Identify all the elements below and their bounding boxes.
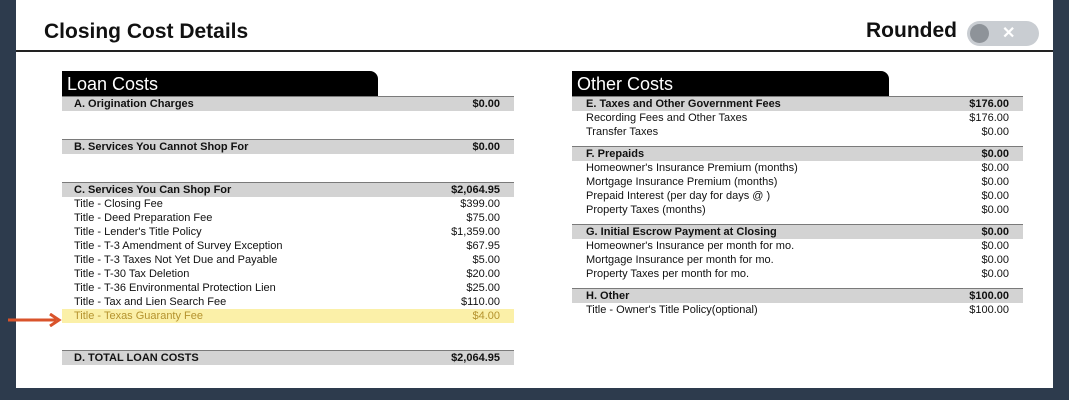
- table-row: Homeowner's Insurance Premium (months) $…: [572, 161, 1023, 175]
- panel-header: Closing Cost Details Rounded ✕: [16, 0, 1053, 52]
- row-value: $2,064.95: [451, 184, 500, 196]
- table-row: Property Taxes (months) $0.00: [572, 203, 1023, 217]
- row-label: Property Taxes per month for mo.: [586, 268, 750, 280]
- other-costs-title: Other Costs: [572, 71, 889, 96]
- row-label: Title - T-30 Tax Deletion: [74, 268, 190, 280]
- row-value: $0.00: [472, 98, 500, 110]
- row-value: $5.00: [472, 254, 500, 266]
- table-row: Mortgage Insurance Premium (months) $0.0…: [572, 175, 1023, 189]
- other-header: H. Other $100.00: [572, 288, 1023, 303]
- table-row: Prepaid Interest (per day for days @ ) $…: [572, 189, 1023, 203]
- row-label: E. Taxes and Other Government Fees: [586, 98, 781, 110]
- row-label: Title - Texas Guaranty Fee: [74, 310, 203, 322]
- table-row: Title - T-30 Tax Deletion $20.00: [62, 267, 514, 281]
- row-label: Mortgage Insurance per month for mo.: [586, 254, 774, 266]
- table-row: Property Taxes per month for mo. $0.00: [572, 267, 1023, 281]
- arrow-right-icon: [8, 313, 62, 327]
- row-label: Title - Lender's Title Policy: [74, 226, 202, 238]
- row-label: Transfer Taxes: [586, 126, 659, 138]
- row-value: $100.00: [969, 304, 1009, 316]
- row-value: $100.00: [969, 290, 1009, 302]
- row-label: Title - T-36 Environmental Protection Li…: [74, 282, 276, 294]
- row-value: $0.00: [981, 148, 1009, 160]
- row-label: Title - Tax and Lien Search Fee: [74, 296, 227, 308]
- total-loan-costs-header: D. TOTAL LOAN COSTS $2,064.95: [62, 350, 514, 365]
- closing-cost-panel: Closing Cost Details Rounded ✕ Loan Cost…: [16, 0, 1053, 388]
- row-value: $25.00: [466, 282, 500, 294]
- table-row: Title - Tax and Lien Search Fee $110.00: [62, 295, 514, 309]
- row-value: $0.00: [472, 141, 500, 153]
- row-label: B. Services You Cannot Shop For: [74, 141, 249, 153]
- loan-costs-title: Loan Costs: [62, 71, 378, 96]
- row-value: $0.00: [981, 190, 1009, 202]
- row-value: $0.00: [981, 254, 1009, 266]
- highlighted-row-texas-guaranty-fee: Title - Texas Guaranty Fee $4.00: [62, 309, 514, 323]
- table-row: Title - T-3 Amendment of Survey Exceptio…: [62, 239, 514, 253]
- toggle-knob: [970, 24, 989, 43]
- prepaids-header: F. Prepaids $0.00: [572, 146, 1023, 161]
- table-row: Title - Lender's Title Policy $1,359.00: [62, 225, 514, 239]
- taxes-gov-fees-header: E. Taxes and Other Government Fees $176.…: [572, 96, 1023, 111]
- row-label: A. Origination Charges: [74, 98, 194, 110]
- row-label: Property Taxes (months): [586, 204, 706, 216]
- close-icon: ✕: [1002, 25, 1016, 42]
- table-row: Mortgage Insurance per month for mo. $0.…: [572, 253, 1023, 267]
- rounded-label: Rounded: [866, 19, 957, 42]
- cannot-shop-header: B. Services You Cannot Shop For $0.00: [62, 139, 514, 154]
- row-label: Recording Fees and Other Taxes: [586, 112, 748, 124]
- rounded-toggle[interactable]: ✕: [967, 21, 1039, 46]
- row-label: D. TOTAL LOAN COSTS: [74, 352, 199, 364]
- row-value: $0.00: [981, 162, 1009, 174]
- table-row: Transfer Taxes $0.00: [572, 125, 1023, 139]
- table-row: Recording Fees and Other Taxes $176.00: [572, 111, 1023, 125]
- row-label: Title - Owner's Title Policy(optional): [586, 304, 758, 316]
- row-label: C. Services You Can Shop For: [74, 184, 232, 196]
- row-label: Title - T-3 Taxes Not Yet Due and Payabl…: [74, 254, 278, 266]
- other-costs-section: Other Costs E. Taxes and Other Governmen…: [572, 71, 1023, 317]
- row-value: $75.00: [466, 212, 500, 224]
- initial-escrow-header: G. Initial Escrow Payment at Closing $0.…: [572, 224, 1023, 239]
- can-shop-header: C. Services You Can Shop For $2,064.95: [62, 182, 514, 197]
- table-row: Title - Deed Preparation Fee $75.00: [62, 211, 514, 225]
- row-value: $2,064.95: [451, 352, 500, 364]
- row-value: $110.00: [461, 296, 500, 308]
- row-value: $176.00: [969, 112, 1009, 124]
- page-title: Closing Cost Details: [44, 20, 249, 43]
- row-value: $176.00: [969, 98, 1009, 110]
- table-row: Homeowner's Insurance per month for mo. …: [572, 239, 1023, 253]
- row-label: Title - Closing Fee: [74, 198, 163, 210]
- origination-charges-header: A. Origination Charges $0.00: [62, 96, 514, 111]
- row-value: $0.00: [981, 268, 1009, 280]
- row-value: $0.00: [981, 240, 1009, 252]
- row-value: $4.00: [472, 310, 500, 322]
- row-value: $0.00: [981, 126, 1009, 138]
- table-row: Title - Closing Fee $399.00: [62, 197, 514, 211]
- row-label: F. Prepaids: [586, 148, 645, 160]
- row-value: $0.00: [981, 176, 1009, 188]
- row-label: Homeowner's Insurance Premium (months): [586, 162, 798, 174]
- row-label: Mortgage Insurance Premium (months): [586, 176, 778, 188]
- row-label: Homeowner's Insurance per month for mo.: [586, 240, 795, 252]
- row-value: $399.00: [460, 198, 500, 210]
- table-row: Title - T-3 Taxes Not Yet Due and Payabl…: [62, 253, 514, 267]
- row-value: $20.00: [466, 268, 500, 280]
- row-value: $0.00: [981, 226, 1009, 238]
- table-row: Title - Owner's Title Policy(optional) $…: [572, 303, 1023, 317]
- row-label: Title - T-3 Amendment of Survey Exceptio…: [74, 240, 283, 252]
- row-value: $67.95: [466, 240, 500, 252]
- row-value: $0.00: [981, 204, 1009, 216]
- row-label: Prepaid Interest (per day for days @ ): [586, 190, 771, 202]
- table-row: Title - T-36 Environmental Protection Li…: [62, 281, 514, 295]
- row-value: $1,359.00: [451, 226, 500, 238]
- row-label: G. Initial Escrow Payment at Closing: [586, 226, 777, 238]
- loan-costs-section: Loan Costs A. Origination Charges $0.00 …: [62, 71, 514, 365]
- row-label: Title - Deed Preparation Fee: [74, 212, 213, 224]
- row-label: H. Other: [586, 290, 630, 302]
